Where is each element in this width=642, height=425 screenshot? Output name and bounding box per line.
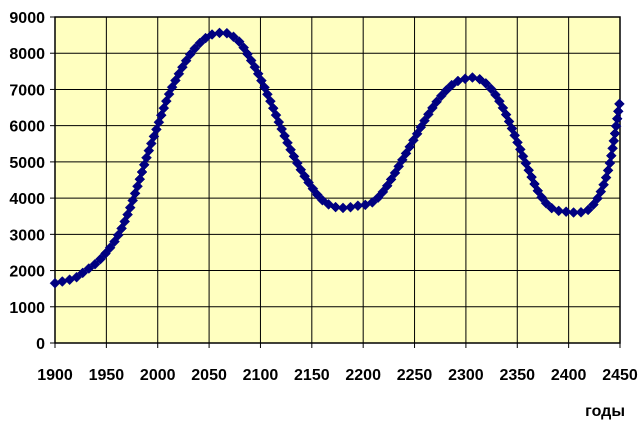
y-tick-label: 4000 (9, 191, 45, 208)
data-point (605, 150, 617, 162)
data-point (612, 105, 624, 117)
y-tick-label: 6000 (9, 119, 45, 136)
data-point (228, 31, 239, 43)
data-point (189, 43, 201, 54)
data-point (122, 209, 133, 220)
data-point (440, 84, 452, 96)
data-point (604, 157, 616, 169)
data-point (366, 197, 378, 208)
x-tick-label: 2150 (294, 367, 330, 384)
x-tick-label: 1900 (37, 367, 73, 384)
data-point (614, 98, 625, 110)
data-point (385, 174, 397, 185)
data-point (609, 128, 621, 139)
y-tick-label: 7000 (9, 82, 45, 99)
series-group (49, 27, 625, 289)
data-point (611, 113, 623, 125)
x-tick-label: 2250 (397, 367, 433, 384)
data-point (467, 72, 478, 83)
data-point (553, 205, 565, 217)
y-tick-labels: 0 1000 2000 3000 4000 5000 6000 7000 8000 9000 (9, 10, 45, 353)
data-point (330, 201, 341, 213)
x-tick-label: 2300 (448, 367, 484, 384)
data-point (95, 253, 106, 265)
data-point (435, 90, 447, 102)
y-tick-label: 3000 (9, 227, 45, 244)
data-point (83, 263, 95, 274)
y-tick-label: 1000 (9, 300, 45, 317)
x-tick-label: 2050 (191, 367, 227, 384)
y-tick-label: 2000 (9, 264, 45, 281)
data-point (77, 267, 89, 279)
data-point (372, 192, 384, 203)
data-point (214, 27, 225, 39)
x-axis-label: годы (585, 403, 625, 420)
data-point (423, 108, 434, 120)
data-point (536, 191, 547, 203)
y-tick-label: 0 (36, 336, 45, 353)
y-tick-label: 9000 (9, 10, 45, 27)
data-point (71, 271, 82, 283)
data-point (431, 96, 442, 108)
data-point (317, 194, 328, 206)
data-point (89, 258, 101, 270)
data-point (560, 206, 572, 218)
y-tick-label: 5000 (9, 155, 45, 172)
data-point (311, 189, 323, 201)
x-tick-label: 1950 (89, 367, 125, 384)
data-point (608, 135, 620, 147)
data-point (180, 55, 192, 67)
data-point (485, 83, 497, 95)
plot-area (55, 17, 620, 343)
x-tick-label: 2350 (499, 367, 535, 384)
data-point (184, 49, 196, 60)
data-point (307, 183, 319, 195)
data-point (303, 177, 314, 188)
x-tick-labels: 1900 1950 2000 2050 2100 2150 2200 2250 2300 2350… (37, 367, 638, 384)
x-tick-label: 2400 (551, 367, 587, 384)
data-point (582, 204, 594, 216)
data-point (100, 248, 111, 259)
data-point (540, 197, 552, 209)
x-tick-label: 2200 (345, 367, 381, 384)
data-point (233, 36, 245, 47)
data-point (377, 186, 389, 198)
x-tick-label: 2100 (243, 367, 279, 384)
y-tick-label: 8000 (9, 46, 45, 63)
x-tick-label: 2450 (602, 367, 638, 384)
data-point (194, 37, 206, 49)
data-point (610, 120, 622, 132)
plot-border (54, 16, 621, 344)
data-point (607, 142, 618, 154)
data-point (602, 165, 614, 176)
x-tick-label: 2000 (140, 367, 176, 384)
data-point (104, 242, 116, 254)
data-point (480, 78, 492, 89)
data-point (568, 207, 579, 218)
